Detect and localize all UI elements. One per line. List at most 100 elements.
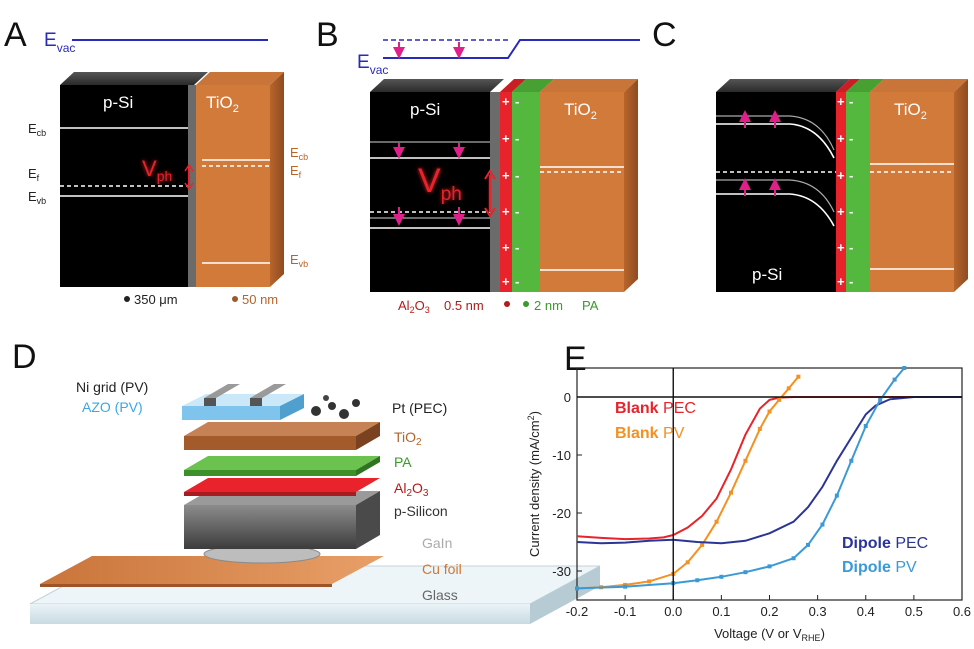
series-point-blank-pv xyxy=(796,374,801,379)
panel-b-tio2-label: TiO2 xyxy=(564,100,597,122)
panel-b-vph-label: Vph xyxy=(418,162,462,205)
panel-a-ef-label: Ef xyxy=(28,166,40,183)
panel-b-si-top xyxy=(370,79,504,92)
panel-c-minus-5: - xyxy=(849,240,853,255)
series-point-blank-pv xyxy=(786,386,791,391)
panel-d-cu-edge xyxy=(40,584,332,587)
panel-b-plus-3: + xyxy=(502,168,510,183)
panel-c-evb-bent xyxy=(716,193,835,227)
panel-a-tio2-block xyxy=(196,85,270,287)
panel-d-tio2-side xyxy=(356,422,380,450)
panel-b-minus-2: - xyxy=(515,131,519,146)
panel-d-tio2-front xyxy=(184,436,356,450)
series-point-blank-pv xyxy=(767,409,772,414)
panel-a: A Evac p-Si TiO2 Ecb Ef Evb Ecb Ef Evb V… xyxy=(4,16,308,307)
series-point-blank-pv xyxy=(700,542,705,547)
panel-d-si-block xyxy=(184,505,356,549)
series-point-dipole-pv xyxy=(767,564,772,569)
panel-a-vph-arrowheads xyxy=(184,163,194,191)
panel-d-tio2-label: TiO2 xyxy=(394,429,422,448)
y-tick-label: 0 xyxy=(564,390,571,405)
panel-b-minus-5: - xyxy=(515,240,519,255)
series-point-dipole-pv xyxy=(719,574,724,579)
panel-b-interface xyxy=(490,92,500,292)
series-point-dipole-pv xyxy=(902,366,907,370)
series-point-dipole-pv xyxy=(892,377,897,382)
series-point-blank-pv xyxy=(685,560,690,565)
panel-d-azo-label: AZO (PV) xyxy=(82,399,143,415)
panel-a-si-thickness-dot xyxy=(124,296,130,302)
panel-d-pa-top xyxy=(184,456,380,470)
panel-b-vph-arrowheads xyxy=(484,169,496,218)
panel-a-tio2-ecb-label: Ecb xyxy=(290,145,308,162)
x-tick-label: 0.2 xyxy=(760,604,778,619)
panel-d-ni-bar-1-top xyxy=(204,384,240,398)
panel-a-si-label: p-Si xyxy=(103,93,133,112)
x-tick-label: 0.6 xyxy=(953,604,971,619)
panel-b-plus-5: + xyxy=(502,240,510,255)
panel-b-al2o3-dot xyxy=(504,301,510,307)
series-point-dipole-pv xyxy=(575,586,579,591)
panel-b-plus-1: + xyxy=(502,94,510,109)
panel-d-pa-side xyxy=(356,456,380,476)
panel-d-ni-grid-label: Ni grid (PV) xyxy=(76,379,148,395)
panel-b-minus-6: - xyxy=(515,274,519,289)
series-point-dipole-pv xyxy=(834,493,839,498)
series-point-blank-pv xyxy=(757,426,762,431)
panel-c-al2o3-layer xyxy=(836,92,846,292)
panel-a-evac-label: Evac xyxy=(44,30,75,55)
panel-c-tio2-top xyxy=(870,79,968,92)
panel-b-tio2-block xyxy=(540,92,624,292)
panel-b-plus-6: + xyxy=(502,274,510,289)
series-point-blank-pv xyxy=(729,490,733,495)
panel-b-evac-label: Evac xyxy=(357,52,388,77)
panel-c-al2o3-top xyxy=(836,79,860,92)
panel-a-letter: A xyxy=(4,16,27,54)
panel-a-tio2-thickness-dot xyxy=(232,296,238,302)
panel-c-minus-3: - xyxy=(849,168,853,183)
panel-b-pa-dot xyxy=(523,301,529,307)
panel-b-si-block xyxy=(370,92,490,292)
x-axis-label: Voltage (V or VRHE) xyxy=(714,626,825,643)
panel-a-evb-label: Evb xyxy=(28,189,46,206)
panel-d-ni-bar-2 xyxy=(250,398,262,406)
panel-c-si-label: p-Si xyxy=(752,265,782,284)
panel-d-glass-label: Glass xyxy=(422,587,458,603)
panel-c-plus-4: + xyxy=(837,204,845,219)
panel-d-ni-bar-1 xyxy=(204,398,216,406)
panel-c-plus-3: + xyxy=(837,168,845,183)
series-point-blank-pv xyxy=(647,579,652,584)
panel-d-al2o3-top xyxy=(184,478,380,492)
panel-a-tio2-top xyxy=(196,72,284,85)
panel-a-ecb-label: Ecb xyxy=(28,121,46,138)
x-tick-label: 0.3 xyxy=(809,604,827,619)
iv-chart: -0.2 -0.1 0.0 0.1 0.2 0.3 0.4 0.5 0.60-10-20-30 … xyxy=(526,366,971,643)
panel-b-si-label: p-Si xyxy=(410,100,440,119)
panel-c-tio2-label: TiO2 xyxy=(894,100,927,122)
panel-c-evb-old xyxy=(716,179,835,213)
panel-c-minus-6: - xyxy=(849,274,853,289)
panel-b-plus-4: + xyxy=(502,204,510,219)
panel-d-pt-particle-5 xyxy=(323,395,329,401)
series-point-dipole-pv xyxy=(806,542,810,547)
series-point-blank-pv xyxy=(777,397,782,402)
panel-b-pa-thickness: 2 nm xyxy=(534,298,563,313)
x-tick-label: 0.0 xyxy=(664,604,682,619)
panel-d-pt-particle-2 xyxy=(328,402,336,410)
y-tick-label: -30 xyxy=(552,564,571,579)
panel-c-minus-1: - xyxy=(849,94,853,109)
panel-b: B Evac p-Si TiO2 Vph xyxy=(316,16,640,315)
legend-blank-pec: Blank PEC xyxy=(615,400,696,417)
panel-d-azo-side xyxy=(280,394,304,420)
series-point-dipole-pv xyxy=(878,397,883,402)
panel-b-al2o3-layer xyxy=(500,92,512,292)
series-point-dipole-pv xyxy=(820,522,825,527)
panel-b-minus-3: - xyxy=(515,168,519,183)
legend-blank-pv: Blank PV xyxy=(615,425,685,442)
y-tick-label: -10 xyxy=(552,448,571,463)
panel-b-plus-2: + xyxy=(502,131,510,146)
panel-e-letter: E xyxy=(564,340,587,378)
series-point-dipole-pv xyxy=(623,584,628,589)
x-tick-label: -0.1 xyxy=(614,604,636,619)
panel-d-pa-label: PA xyxy=(394,454,412,470)
